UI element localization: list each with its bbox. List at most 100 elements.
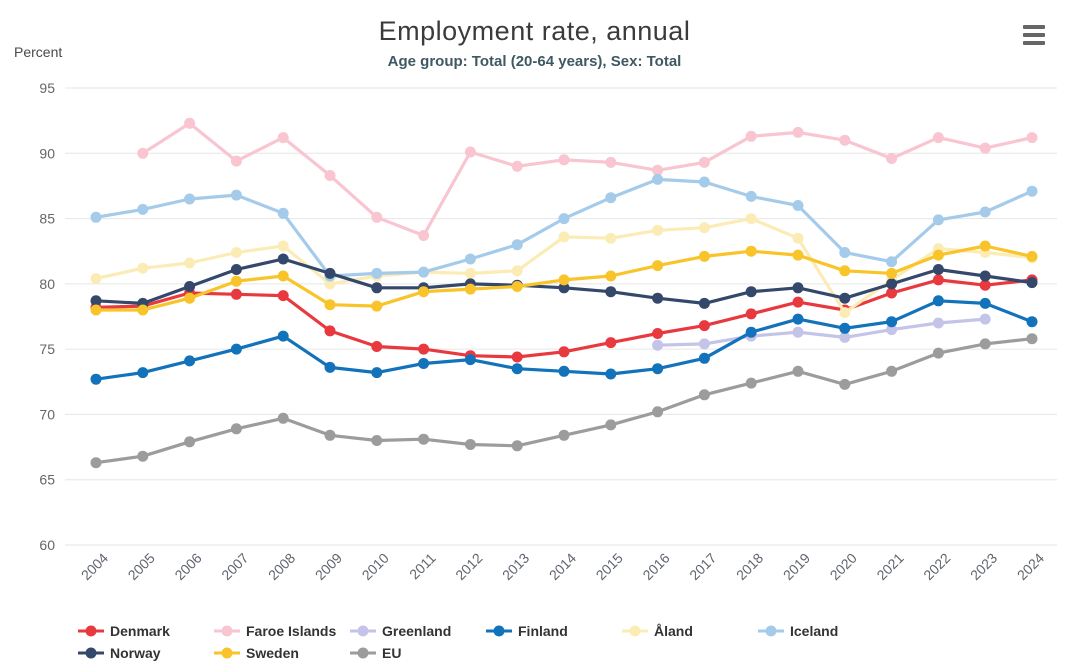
plot-area: 95 90 85 80 75 70 65 60 2004 2005 2006 2007 2008 2009… xyxy=(39,80,1057,583)
data-point xyxy=(277,412,289,424)
data-point xyxy=(464,439,476,450)
legend-item-norway[interactable]: Norway xyxy=(78,642,214,663)
series-finland[interactable] xyxy=(90,295,1038,385)
data-point xyxy=(886,365,898,377)
data-point xyxy=(230,155,242,167)
y-tick-label: 95 xyxy=(39,80,55,96)
data-point xyxy=(792,200,804,211)
data-point xyxy=(230,189,242,201)
data-point xyxy=(839,134,851,146)
data-point xyxy=(605,337,617,349)
data-point xyxy=(745,245,757,257)
data-point xyxy=(277,270,289,282)
data-point xyxy=(511,351,523,363)
data-point xyxy=(137,203,149,215)
data-point xyxy=(324,325,336,337)
data-point xyxy=(886,287,898,299)
data-point xyxy=(184,257,196,269)
chart-subtitle: Age group: Total (20-64 years), Sex: Tot… xyxy=(387,53,682,70)
data-point xyxy=(886,324,898,336)
data-point xyxy=(839,307,851,319)
legend-item-faroe-islands[interactable]: Faroe Islands xyxy=(214,620,350,641)
series-greenland[interactable] xyxy=(652,313,991,351)
x-tick-label: 2009 xyxy=(312,550,345,583)
x-tick-label: 2004 xyxy=(78,550,111,583)
data-point xyxy=(652,363,664,375)
data-point xyxy=(932,264,944,275)
data-point xyxy=(886,256,898,268)
data-point xyxy=(839,292,851,304)
legend-marker-icon xyxy=(622,625,648,636)
data-point xyxy=(184,117,196,129)
x-tick-label: 2013 xyxy=(499,550,532,583)
series-sweden[interactable] xyxy=(90,240,1038,316)
y-axis-title: Percent xyxy=(14,44,63,60)
data-point xyxy=(90,295,102,307)
data-point xyxy=(137,304,149,316)
series-denmark[interactable] xyxy=(90,274,1038,363)
data-point xyxy=(886,278,898,290)
data-point xyxy=(558,274,570,286)
series-eu[interactable] xyxy=(90,333,1038,469)
data-point xyxy=(605,192,617,204)
hamburger-menu-icon[interactable] xyxy=(1019,22,1049,48)
data-point xyxy=(745,190,757,202)
data-point xyxy=(324,361,336,373)
data-point xyxy=(1026,132,1038,144)
data-point xyxy=(932,295,944,307)
data-point xyxy=(698,250,710,262)
legend-label: EU xyxy=(382,644,402,661)
data-point xyxy=(464,283,476,295)
data-point xyxy=(324,429,336,441)
data-point xyxy=(792,249,804,261)
legend-marker-icon xyxy=(78,625,104,636)
legend-item-åland[interactable]: Åland xyxy=(622,620,758,641)
x-tick-label: 2024 xyxy=(1014,550,1047,583)
data-point xyxy=(324,267,336,279)
data-point xyxy=(652,328,664,339)
data-point xyxy=(230,247,242,258)
menu-bar xyxy=(1023,41,1045,45)
legend-marker-icon xyxy=(214,625,240,636)
data-point xyxy=(839,378,851,390)
legend: Denmark Faroe Islands Greenland Finland Ålan… xyxy=(78,620,894,663)
data-point xyxy=(418,343,430,355)
data-point xyxy=(886,153,898,164)
data-point xyxy=(418,358,430,369)
data-point xyxy=(371,267,383,279)
legend-item-denmark[interactable]: Denmark xyxy=(78,620,214,641)
data-point xyxy=(979,297,991,309)
data-point xyxy=(511,160,523,172)
data-point xyxy=(1026,185,1038,197)
x-tick-label: 2015 xyxy=(593,550,626,583)
legend-item-eu[interactable]: EU xyxy=(350,642,486,663)
data-point xyxy=(605,419,617,431)
data-point xyxy=(652,164,664,176)
legend-item-sweden[interactable]: Sweden xyxy=(214,642,350,663)
data-point xyxy=(1026,277,1038,289)
series-faroe-islands[interactable] xyxy=(137,117,1038,241)
data-point xyxy=(184,281,196,292)
data-point xyxy=(979,270,991,282)
legend-item-finland[interactable]: Finland xyxy=(486,620,622,641)
data-point xyxy=(464,146,476,158)
data-point xyxy=(184,436,196,448)
data-point xyxy=(745,213,757,225)
data-point xyxy=(698,297,710,309)
legend-item-greenland[interactable]: Greenland xyxy=(350,620,486,641)
data-point xyxy=(137,450,149,462)
data-point xyxy=(698,176,710,188)
data-point xyxy=(979,313,991,325)
data-point xyxy=(90,373,102,385)
data-point xyxy=(511,265,523,277)
series-iceland[interactable] xyxy=(90,173,1038,282)
x-tick-label: 2010 xyxy=(359,550,392,583)
data-point xyxy=(1026,333,1038,345)
legend-item-iceland[interactable]: Iceland xyxy=(758,620,894,641)
data-point xyxy=(511,281,523,292)
legend-marker-icon xyxy=(350,647,376,658)
legend-marker-icon xyxy=(486,625,512,636)
data-point xyxy=(932,317,944,329)
data-point xyxy=(558,346,570,358)
